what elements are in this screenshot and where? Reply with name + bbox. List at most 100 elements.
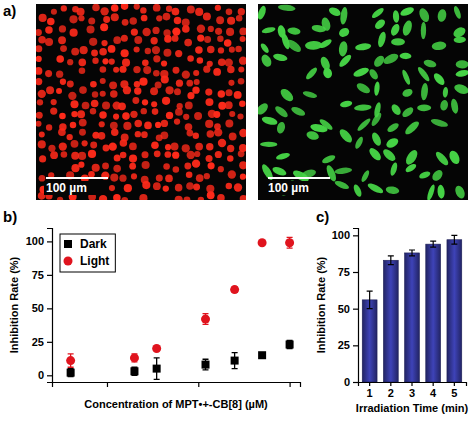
nucleus <box>196 174 204 182</box>
cell <box>302 90 318 99</box>
nucleus <box>99 121 105 127</box>
tick-label: 75 <box>338 266 350 278</box>
tick-label: 25 <box>338 339 350 351</box>
point <box>153 365 161 373</box>
bar <box>426 244 441 382</box>
cell <box>418 170 431 180</box>
nucleus <box>164 35 172 43</box>
nucleus <box>141 15 148 22</box>
nucleus <box>37 99 43 105</box>
cell <box>437 185 445 199</box>
cell <box>261 115 278 126</box>
nucleus <box>79 129 86 136</box>
cell <box>260 142 277 147</box>
nucleus <box>239 27 246 35</box>
nucleus <box>154 150 161 157</box>
nucleus <box>90 81 97 88</box>
point <box>152 344 161 353</box>
nucleus <box>182 144 190 152</box>
nucleus <box>67 81 74 88</box>
cell <box>355 42 372 51</box>
nucleus <box>98 132 106 140</box>
cell <box>352 66 370 79</box>
cell <box>450 98 459 114</box>
tick-mark <box>107 382 108 387</box>
tick-label: 0 <box>344 376 350 388</box>
legend-symbol <box>64 257 73 266</box>
image-background <box>36 4 246 200</box>
nucleus <box>36 78 42 85</box>
cell <box>437 9 448 23</box>
point <box>130 367 138 375</box>
axis-title: Inhibition Rate (%) <box>8 256 20 353</box>
nucleus <box>121 49 129 57</box>
nucleus <box>187 92 194 99</box>
nucleus <box>129 163 136 170</box>
cell <box>278 87 295 104</box>
nucleus <box>110 90 118 98</box>
tick-label: 50 <box>32 302 44 314</box>
nucleus <box>175 50 182 57</box>
nucleus <box>238 8 245 15</box>
error-bar <box>232 353 238 369</box>
nucleus <box>100 78 106 84</box>
cell <box>453 36 466 43</box>
cell <box>352 183 363 198</box>
nucleus <box>100 66 107 73</box>
nucleus <box>79 86 87 94</box>
nucleus <box>238 78 245 85</box>
tick: 25 <box>338 339 358 351</box>
tick-mark <box>47 342 52 343</box>
cell <box>417 7 431 24</box>
nucleus <box>111 4 119 12</box>
nucleus <box>150 37 157 44</box>
tick: 1 <box>367 382 373 399</box>
tick: 50 <box>32 302 52 314</box>
axis-line <box>353 229 359 383</box>
tick-mark <box>353 309 358 310</box>
nucleus <box>46 86 54 94</box>
tick-label: 100 <box>332 229 350 241</box>
cell <box>386 121 400 133</box>
nucleus <box>206 155 213 162</box>
nucleus <box>229 133 237 141</box>
tick: 4 <box>430 382 437 399</box>
nucleus <box>175 196 183 200</box>
tick-label: 4 <box>430 387 437 399</box>
cell <box>434 150 451 167</box>
nucleus <box>215 5 221 11</box>
nucleus <box>161 120 168 127</box>
cell <box>382 52 400 66</box>
nucleus <box>153 4 161 12</box>
nucleus <box>183 114 189 120</box>
nucleus <box>197 34 204 41</box>
cell <box>401 87 414 98</box>
nucleus <box>123 86 131 94</box>
nucleus <box>206 143 213 150</box>
nucleus <box>229 47 235 53</box>
nucleus <box>165 151 172 158</box>
nucleus <box>119 66 126 73</box>
nucleus <box>68 92 76 100</box>
tick-mark <box>369 382 370 386</box>
cell <box>368 68 380 81</box>
nucleus <box>38 140 46 148</box>
nucleus <box>239 129 246 137</box>
nucleus <box>184 39 192 47</box>
nucleus <box>152 46 160 54</box>
nucleus <box>226 183 232 189</box>
nucleus <box>100 91 106 97</box>
cell <box>275 152 290 161</box>
nucleus <box>141 108 147 114</box>
nucleus <box>45 26 53 34</box>
micrograph <box>258 4 468 200</box>
cell <box>430 168 444 183</box>
nucleus <box>140 7 146 13</box>
cell <box>381 147 397 163</box>
nucleus <box>153 55 160 62</box>
nucleus <box>175 108 183 116</box>
cell <box>452 5 462 19</box>
tick-mark <box>47 308 52 309</box>
panel-label: c) <box>316 208 329 225</box>
nucleus <box>171 143 179 151</box>
